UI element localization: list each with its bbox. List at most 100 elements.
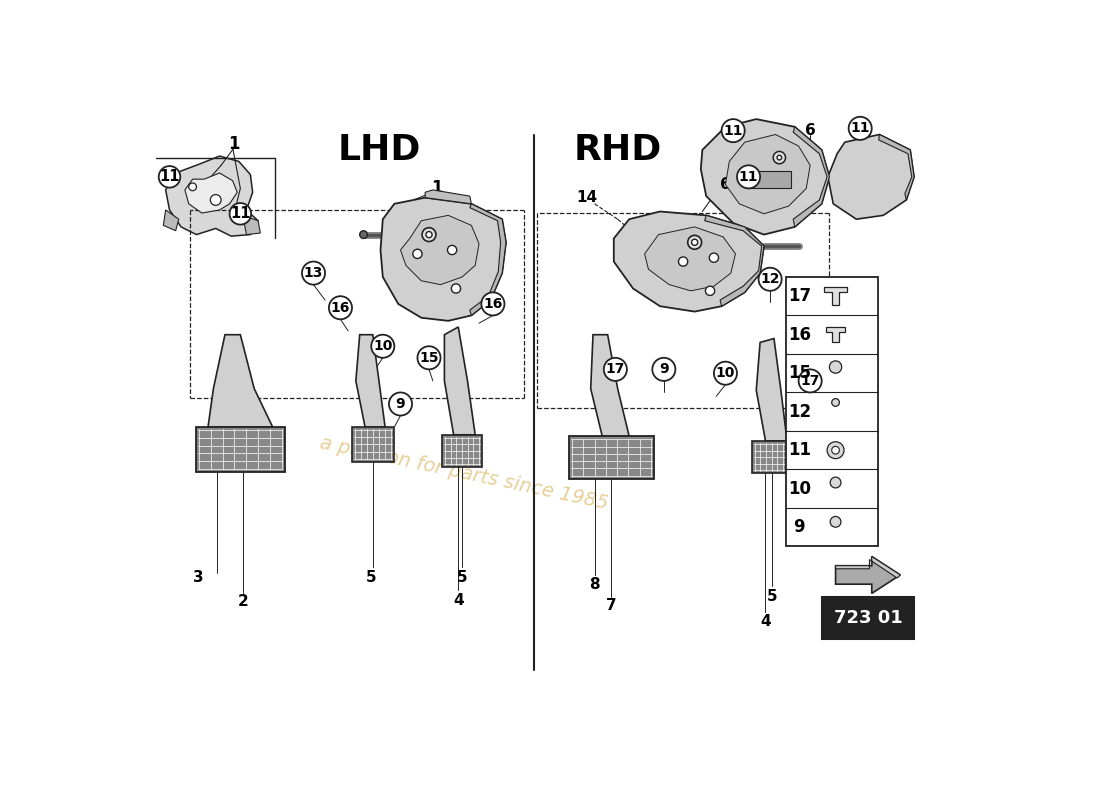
Polygon shape: [444, 327, 475, 435]
Circle shape: [360, 230, 367, 238]
Text: 5: 5: [456, 570, 468, 585]
Text: RHD: RHD: [573, 133, 662, 167]
Text: 723 01: 723 01: [834, 609, 902, 626]
Circle shape: [652, 358, 675, 381]
Circle shape: [710, 253, 718, 262]
Circle shape: [448, 246, 456, 254]
Polygon shape: [828, 134, 914, 219]
Text: 4: 4: [760, 614, 771, 629]
Text: 1: 1: [229, 134, 240, 153]
Circle shape: [832, 398, 839, 406]
Polygon shape: [757, 338, 788, 441]
Text: 11: 11: [788, 442, 811, 459]
Text: 16: 16: [331, 301, 350, 314]
Text: 9: 9: [396, 397, 405, 411]
Polygon shape: [243, 215, 261, 234]
Polygon shape: [836, 557, 900, 594]
Text: 10: 10: [716, 366, 735, 380]
Circle shape: [705, 286, 715, 295]
Circle shape: [688, 235, 702, 250]
Text: LHD: LHD: [338, 133, 420, 167]
Bar: [442, 434, 482, 467]
Polygon shape: [381, 198, 506, 321]
Circle shape: [692, 239, 697, 246]
Bar: [569, 436, 653, 478]
Circle shape: [372, 334, 395, 358]
Text: 4: 4: [453, 593, 463, 608]
Circle shape: [604, 358, 627, 381]
Text: 14: 14: [576, 190, 597, 205]
Circle shape: [329, 296, 352, 319]
Text: 5: 5: [767, 589, 777, 604]
Text: 6: 6: [805, 123, 815, 138]
Polygon shape: [645, 227, 736, 291]
Polygon shape: [836, 557, 900, 578]
Circle shape: [737, 166, 760, 188]
Polygon shape: [470, 204, 506, 315]
Text: 17: 17: [606, 362, 625, 376]
Text: 2: 2: [238, 594, 248, 610]
Circle shape: [773, 151, 785, 164]
Circle shape: [418, 346, 440, 370]
Circle shape: [451, 284, 461, 293]
Circle shape: [230, 203, 251, 225]
Text: 15: 15: [788, 364, 811, 382]
Circle shape: [759, 268, 782, 291]
Circle shape: [799, 370, 822, 393]
Text: 12: 12: [760, 272, 780, 286]
Text: 6: 6: [720, 177, 730, 192]
Text: 17: 17: [788, 287, 811, 305]
Polygon shape: [879, 134, 914, 200]
Bar: [352, 427, 394, 462]
Text: 13: 13: [304, 266, 323, 280]
Circle shape: [777, 155, 782, 160]
Circle shape: [830, 477, 842, 488]
Polygon shape: [208, 334, 273, 427]
Polygon shape: [425, 190, 472, 204]
Polygon shape: [185, 173, 238, 213]
Polygon shape: [356, 334, 385, 427]
Circle shape: [714, 362, 737, 385]
Circle shape: [827, 442, 844, 458]
Text: a passion for parts since 1985: a passion for parts since 1985: [318, 434, 609, 514]
Bar: [822, 597, 914, 639]
Polygon shape: [824, 287, 847, 306]
Text: 8: 8: [590, 578, 600, 593]
Circle shape: [849, 117, 871, 140]
Text: 11: 11: [724, 124, 743, 138]
Text: 10: 10: [788, 480, 811, 498]
Polygon shape: [701, 119, 829, 234]
Text: 11: 11: [739, 170, 758, 184]
Circle shape: [422, 228, 436, 242]
Text: 17: 17: [801, 374, 820, 388]
Polygon shape: [591, 334, 629, 436]
Bar: [751, 441, 792, 474]
Text: 11: 11: [160, 170, 179, 184]
Text: 16: 16: [788, 326, 811, 344]
Text: 5: 5: [366, 570, 376, 585]
Text: 12: 12: [788, 402, 811, 421]
Circle shape: [158, 166, 180, 188]
Text: 15: 15: [419, 350, 439, 365]
Text: 7: 7: [606, 598, 617, 614]
Text: 3: 3: [192, 570, 204, 585]
Polygon shape: [726, 134, 810, 214]
Polygon shape: [705, 215, 763, 306]
Polygon shape: [614, 211, 763, 311]
Text: 9: 9: [659, 362, 669, 376]
Bar: [196, 427, 285, 472]
Circle shape: [830, 517, 842, 527]
Circle shape: [426, 231, 432, 238]
Circle shape: [829, 361, 842, 373]
Circle shape: [301, 262, 326, 285]
Polygon shape: [163, 210, 178, 230]
Circle shape: [832, 446, 839, 454]
Polygon shape: [826, 327, 845, 342]
Circle shape: [412, 250, 422, 258]
Circle shape: [189, 183, 197, 190]
Circle shape: [679, 257, 688, 266]
Polygon shape: [400, 215, 480, 285]
Text: 11: 11: [230, 206, 251, 222]
Text: 1: 1: [431, 179, 442, 198]
Text: 9: 9: [793, 518, 805, 536]
